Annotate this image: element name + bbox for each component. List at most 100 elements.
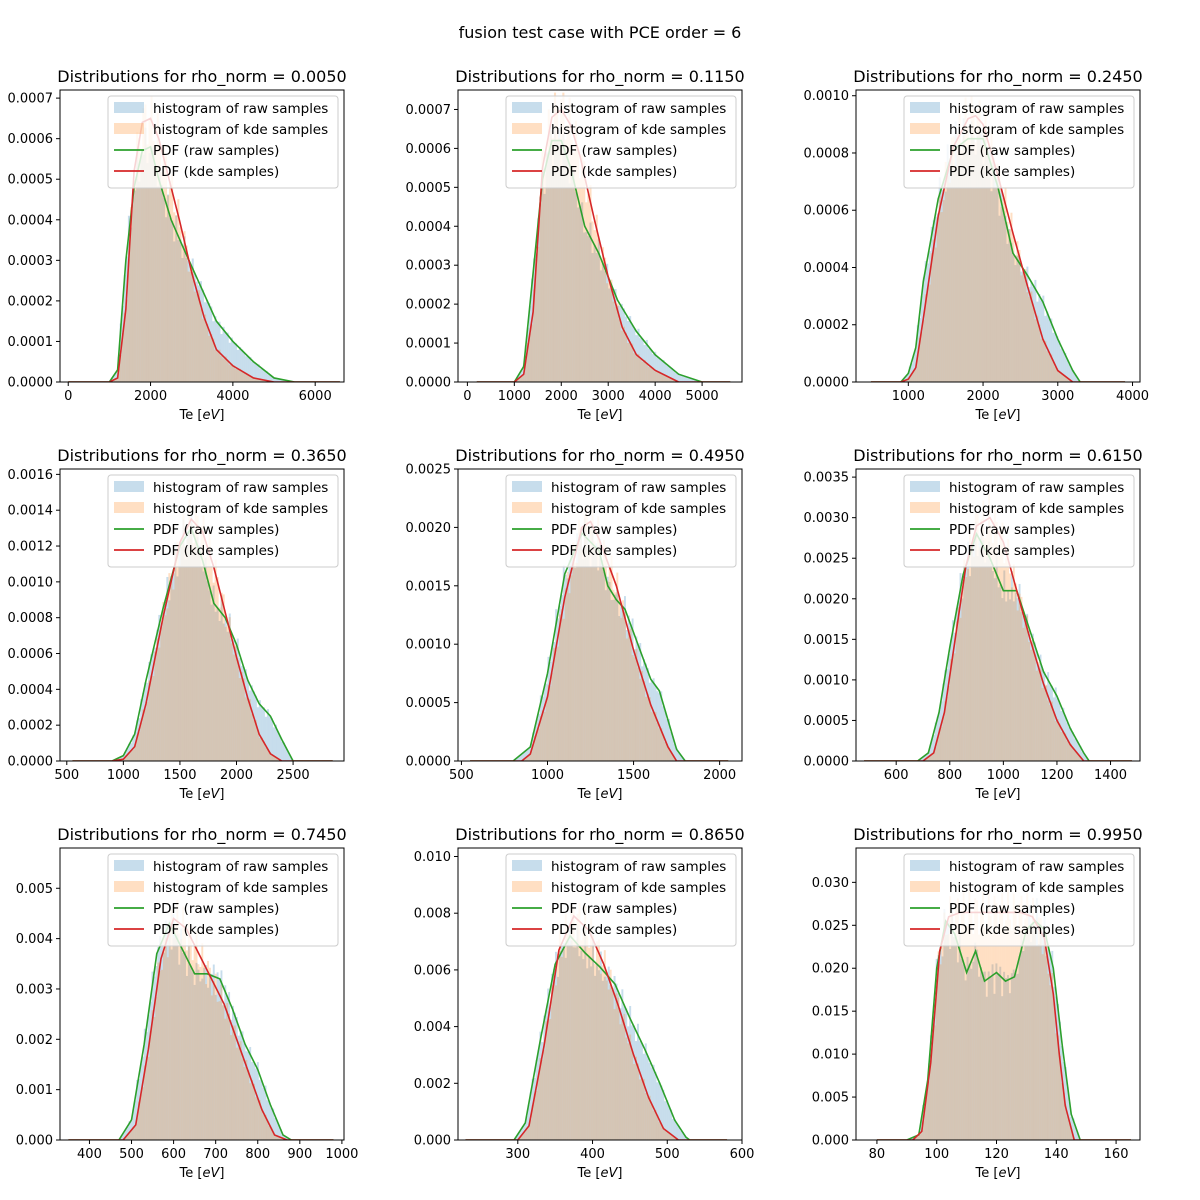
raw-hist-bar	[210, 973, 213, 1140]
raw-hist-bar	[662, 1089, 665, 1140]
legend-label: histogram of kde samples	[949, 122, 1124, 138]
raw-hist-bar	[924, 261, 927, 382]
y-tick-label: 0.005	[812, 1091, 849, 1106]
raw-hist-bar	[664, 711, 667, 761]
kde-hist-bar	[627, 629, 630, 761]
kde-hist-bar	[1028, 641, 1031, 761]
raw-hist-bar	[668, 1106, 671, 1140]
x-axis-label-prefix: Te [	[975, 787, 999, 802]
kde-hist-bar	[631, 343, 634, 382]
raw-hist-bar	[1030, 642, 1032, 761]
raw-hist-bar	[588, 956, 591, 1140]
kde-hist-bar	[974, 513, 977, 761]
kde-hist-bar	[976, 108, 979, 382]
raw-hist-bar	[962, 118, 965, 382]
plot-area	[465, 903, 728, 1140]
raw-hist-bar	[1037, 944, 1040, 1140]
raw-hist-bar	[252, 691, 255, 761]
legend-box	[903, 95, 1135, 189]
raw-hist-bar	[1002, 210, 1005, 382]
raw-hist-bar	[516, 1135, 518, 1140]
raw-hist-bar	[522, 752, 525, 761]
raw-hist-bar	[576, 207, 580, 382]
raw-hist-bar	[162, 198, 165, 382]
kde-hist-bar	[539, 1058, 542, 1140]
raw-hist-bar	[156, 186, 159, 382]
raw-hist-bar	[194, 542, 197, 761]
raw-hist-bar	[274, 1117, 277, 1140]
kde-hist-bar	[126, 1134, 129, 1140]
raw-hist-bar	[161, 942, 163, 1140]
kde-hist-bar	[599, 259, 602, 382]
kde-hist-bar	[583, 514, 586, 761]
raw-hist-bar	[676, 1123, 678, 1140]
kde-hist-bar	[666, 376, 669, 382]
raw-hist-bar	[908, 366, 911, 382]
raw-hist-bar	[146, 163, 149, 382]
raw-hist-bar	[960, 158, 963, 382]
kde-hist-bar	[991, 932, 994, 1140]
kde-hist-bar	[953, 653, 956, 761]
raw-hist-bar	[214, 611, 217, 761]
kde-hist-bar	[536, 732, 538, 761]
raw-hist-bar	[251, 361, 254, 382]
kde-hist-bar	[138, 1101, 140, 1140]
legend-label: PDF (raw samples)	[949, 901, 1075, 917]
kde-hist-bar	[1077, 754, 1080, 761]
kde-hist-bar	[933, 1025, 936, 1140]
kde-hist-bar	[1008, 229, 1011, 382]
kde-hist-bar	[187, 271, 190, 382]
kde-hist-bar	[954, 902, 957, 1140]
kde-hist-bar	[934, 746, 937, 761]
kde-hist-bar	[185, 245, 188, 382]
kde-hist-bar	[670, 1134, 673, 1140]
kde-hist-bar	[547, 109, 550, 382]
kde-hist-bar	[929, 756, 931, 761]
raw-hist-bar	[934, 722, 937, 761]
kde-hist-bar	[615, 993, 618, 1140]
raw-hist-bar	[1030, 941, 1033, 1140]
kde-hist-bar	[255, 378, 258, 382]
raw-hist-bar	[997, 974, 1000, 1140]
kde-hist-bar	[974, 142, 977, 382]
kde-hist-bar	[556, 105, 559, 382]
raw-hist-bar	[961, 598, 964, 761]
kde-hist-bar	[1041, 687, 1044, 761]
x-tick-label: 2000	[134, 389, 167, 404]
raw-hist-bar	[154, 175, 157, 382]
kde-hist-bar	[142, 709, 145, 761]
raw-hist-bar	[267, 374, 270, 382]
legend-swatch	[910, 102, 940, 113]
kde-hist-bar	[193, 291, 196, 382]
kde-hist-bar	[1056, 719, 1059, 761]
raw-hist-bar	[254, 1068, 257, 1140]
raw-hist-bar	[637, 645, 640, 761]
raw-hist-bar	[1028, 287, 1031, 382]
raw-hist-bar	[249, 1046, 252, 1140]
raw-hist-bar	[239, 347, 242, 382]
kde-hist-bar	[668, 1132, 671, 1140]
axes-frame	[855, 468, 1141, 762]
raw-hist-bar	[989, 976, 992, 1140]
raw-hist-bar	[912, 354, 915, 382]
kde-hist-bar	[1016, 241, 1019, 382]
kde-hist-bar	[557, 646, 559, 761]
raw-hist-bar	[923, 755, 926, 761]
kde-hist-bar	[149, 1030, 152, 1140]
raw-hist-bar	[612, 289, 615, 382]
legend-label: PDF (kde samples)	[551, 164, 677, 180]
raw-hist-bar	[965, 566, 968, 761]
kde-hist-bar	[958, 113, 961, 382]
raw-hist-bar	[978, 537, 981, 761]
raw-hist-bar	[224, 332, 227, 382]
legend-label: histogram of kde samples	[949, 880, 1124, 896]
raw-hist-bar	[123, 274, 126, 382]
raw-hist-bar	[986, 557, 989, 761]
raw-hist-bar	[156, 629, 159, 761]
kde-hist-bar	[134, 1126, 137, 1140]
raw-hist-bar	[622, 308, 625, 382]
kde-hist-bar	[937, 951, 940, 1140]
kde-hist-bar	[272, 1131, 275, 1140]
x-axis-label-prefix: Te [	[975, 408, 999, 423]
kde-hist-bar	[574, 939, 577, 1140]
